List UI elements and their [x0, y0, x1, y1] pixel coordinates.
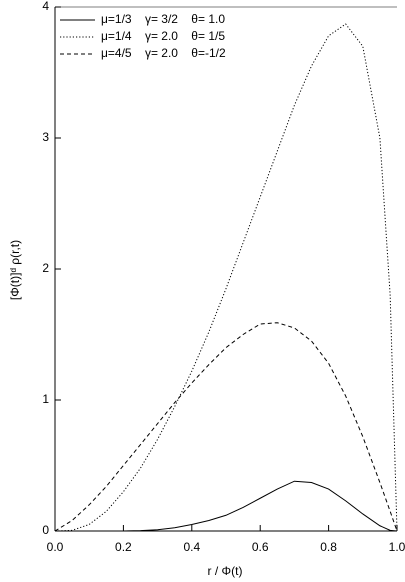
y-tick-label: 4 [42, 0, 49, 13]
x-tick-label: 0.4 [183, 540, 200, 554]
series-line [54, 23, 398, 532]
series-line [54, 322, 398, 532]
y-tick-label: 2 [42, 261, 49, 275]
series-line [55, 480, 398, 532]
x-tick-label: 0.2 [115, 540, 132, 554]
x-tick-label: 1.0 [389, 540, 405, 554]
legend-label: μ=1/3 γ= 3/2 θ= 1.0 [101, 12, 225, 26]
x-tick-label: 0.8 [320, 540, 337, 554]
x-tick-label: 0.6 [252, 540, 269, 554]
legend-label: μ=4/5 γ= 2.0 θ=-1/2 [101, 46, 226, 60]
y-tick-label: 0 [42, 523, 49, 537]
x-axis-label: r / Φ(t) [208, 564, 243, 578]
legend-label: μ=1/4 γ= 2.0 θ= 1/5 [101, 29, 225, 43]
x-tick-label: 0.0 [47, 540, 64, 554]
y-tick-label: 3 [42, 130, 49, 144]
y-axis-label: [Φ(t)]ᵈ ρ(r,t) [8, 240, 22, 300]
y-tick-label: 1 [42, 392, 49, 406]
